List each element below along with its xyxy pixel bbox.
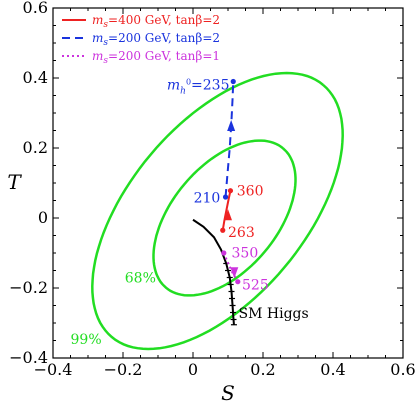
mh-label: mh0=235 bbox=[167, 77, 230, 96]
annotation-label: 263 bbox=[228, 225, 255, 241]
direction-arrow bbox=[227, 120, 236, 131]
x-axis-title: S bbox=[221, 381, 235, 405]
x-tick-label: 0.2 bbox=[250, 360, 275, 379]
y-tick-label: −0.2 bbox=[9, 278, 48, 297]
series-line-1 bbox=[224, 81, 235, 198]
data-series bbox=[220, 78, 241, 285]
series-point bbox=[221, 250, 227, 256]
legend-entry: ms=400 GeV, tanβ=2 bbox=[92, 13, 220, 30]
legend-entry: ms=200 GeV, tanβ=2 bbox=[92, 31, 220, 48]
annotation-label: 68% bbox=[125, 271, 156, 287]
series-point bbox=[222, 194, 229, 200]
series-point bbox=[230, 78, 236, 85]
y-axis-title: T bbox=[7, 170, 22, 194]
legend-entry: ms=200 GeV, tanβ=1 bbox=[92, 49, 220, 66]
ellipse-68pct bbox=[152, 139, 297, 297]
x-tick-label: 0.4 bbox=[320, 360, 345, 379]
x-tick-label: 0.6 bbox=[390, 360, 415, 379]
y-tick-label: 0.6 bbox=[23, 0, 48, 17]
y-tick-label: −0.4 bbox=[9, 348, 48, 367]
direction-arrow bbox=[224, 209, 232, 221]
annotation-label: 525 bbox=[242, 278, 269, 294]
y-tick-label: 0.4 bbox=[23, 68, 48, 87]
legend: ms=400 GeV, tanβ=2ms=200 GeV, tanβ=2ms=2… bbox=[62, 13, 220, 66]
series-point bbox=[227, 188, 234, 194]
annotations: 360 263 210 350 525 68% 99% mh0=235 bbox=[71, 77, 269, 348]
direction-arrow bbox=[230, 267, 239, 279]
series-line-0 bbox=[221, 190, 232, 231]
annotation-label: 210 bbox=[194, 191, 221, 207]
annotation-label: 360 bbox=[237, 184, 264, 200]
y-tick-label: 0 bbox=[38, 208, 48, 227]
series-point bbox=[220, 227, 226, 233]
plot-frame: −0.4 −0.2 0 0.2 0.4 0.6 −0.4 −0.2 0 0.2 0.4 0.6 bbox=[9, 0, 415, 379]
y-tick-label: 0.2 bbox=[23, 138, 48, 157]
annotation-label: 99% bbox=[71, 332, 102, 348]
annotation-label: 350 bbox=[232, 245, 259, 261]
x-tick-label: −0.2 bbox=[104, 360, 143, 379]
sm-higgs-curve: SM Higgs bbox=[192, 218, 309, 326]
x-tick-label: −0.4 bbox=[34, 360, 73, 379]
series-point bbox=[235, 279, 241, 285]
x-tick-label: 0 bbox=[188, 360, 198, 379]
confidence-ellipses bbox=[91, 71, 344, 351]
sm-higgs-label: SM Higgs bbox=[239, 306, 309, 322]
ellipse-99pct bbox=[91, 71, 344, 351]
